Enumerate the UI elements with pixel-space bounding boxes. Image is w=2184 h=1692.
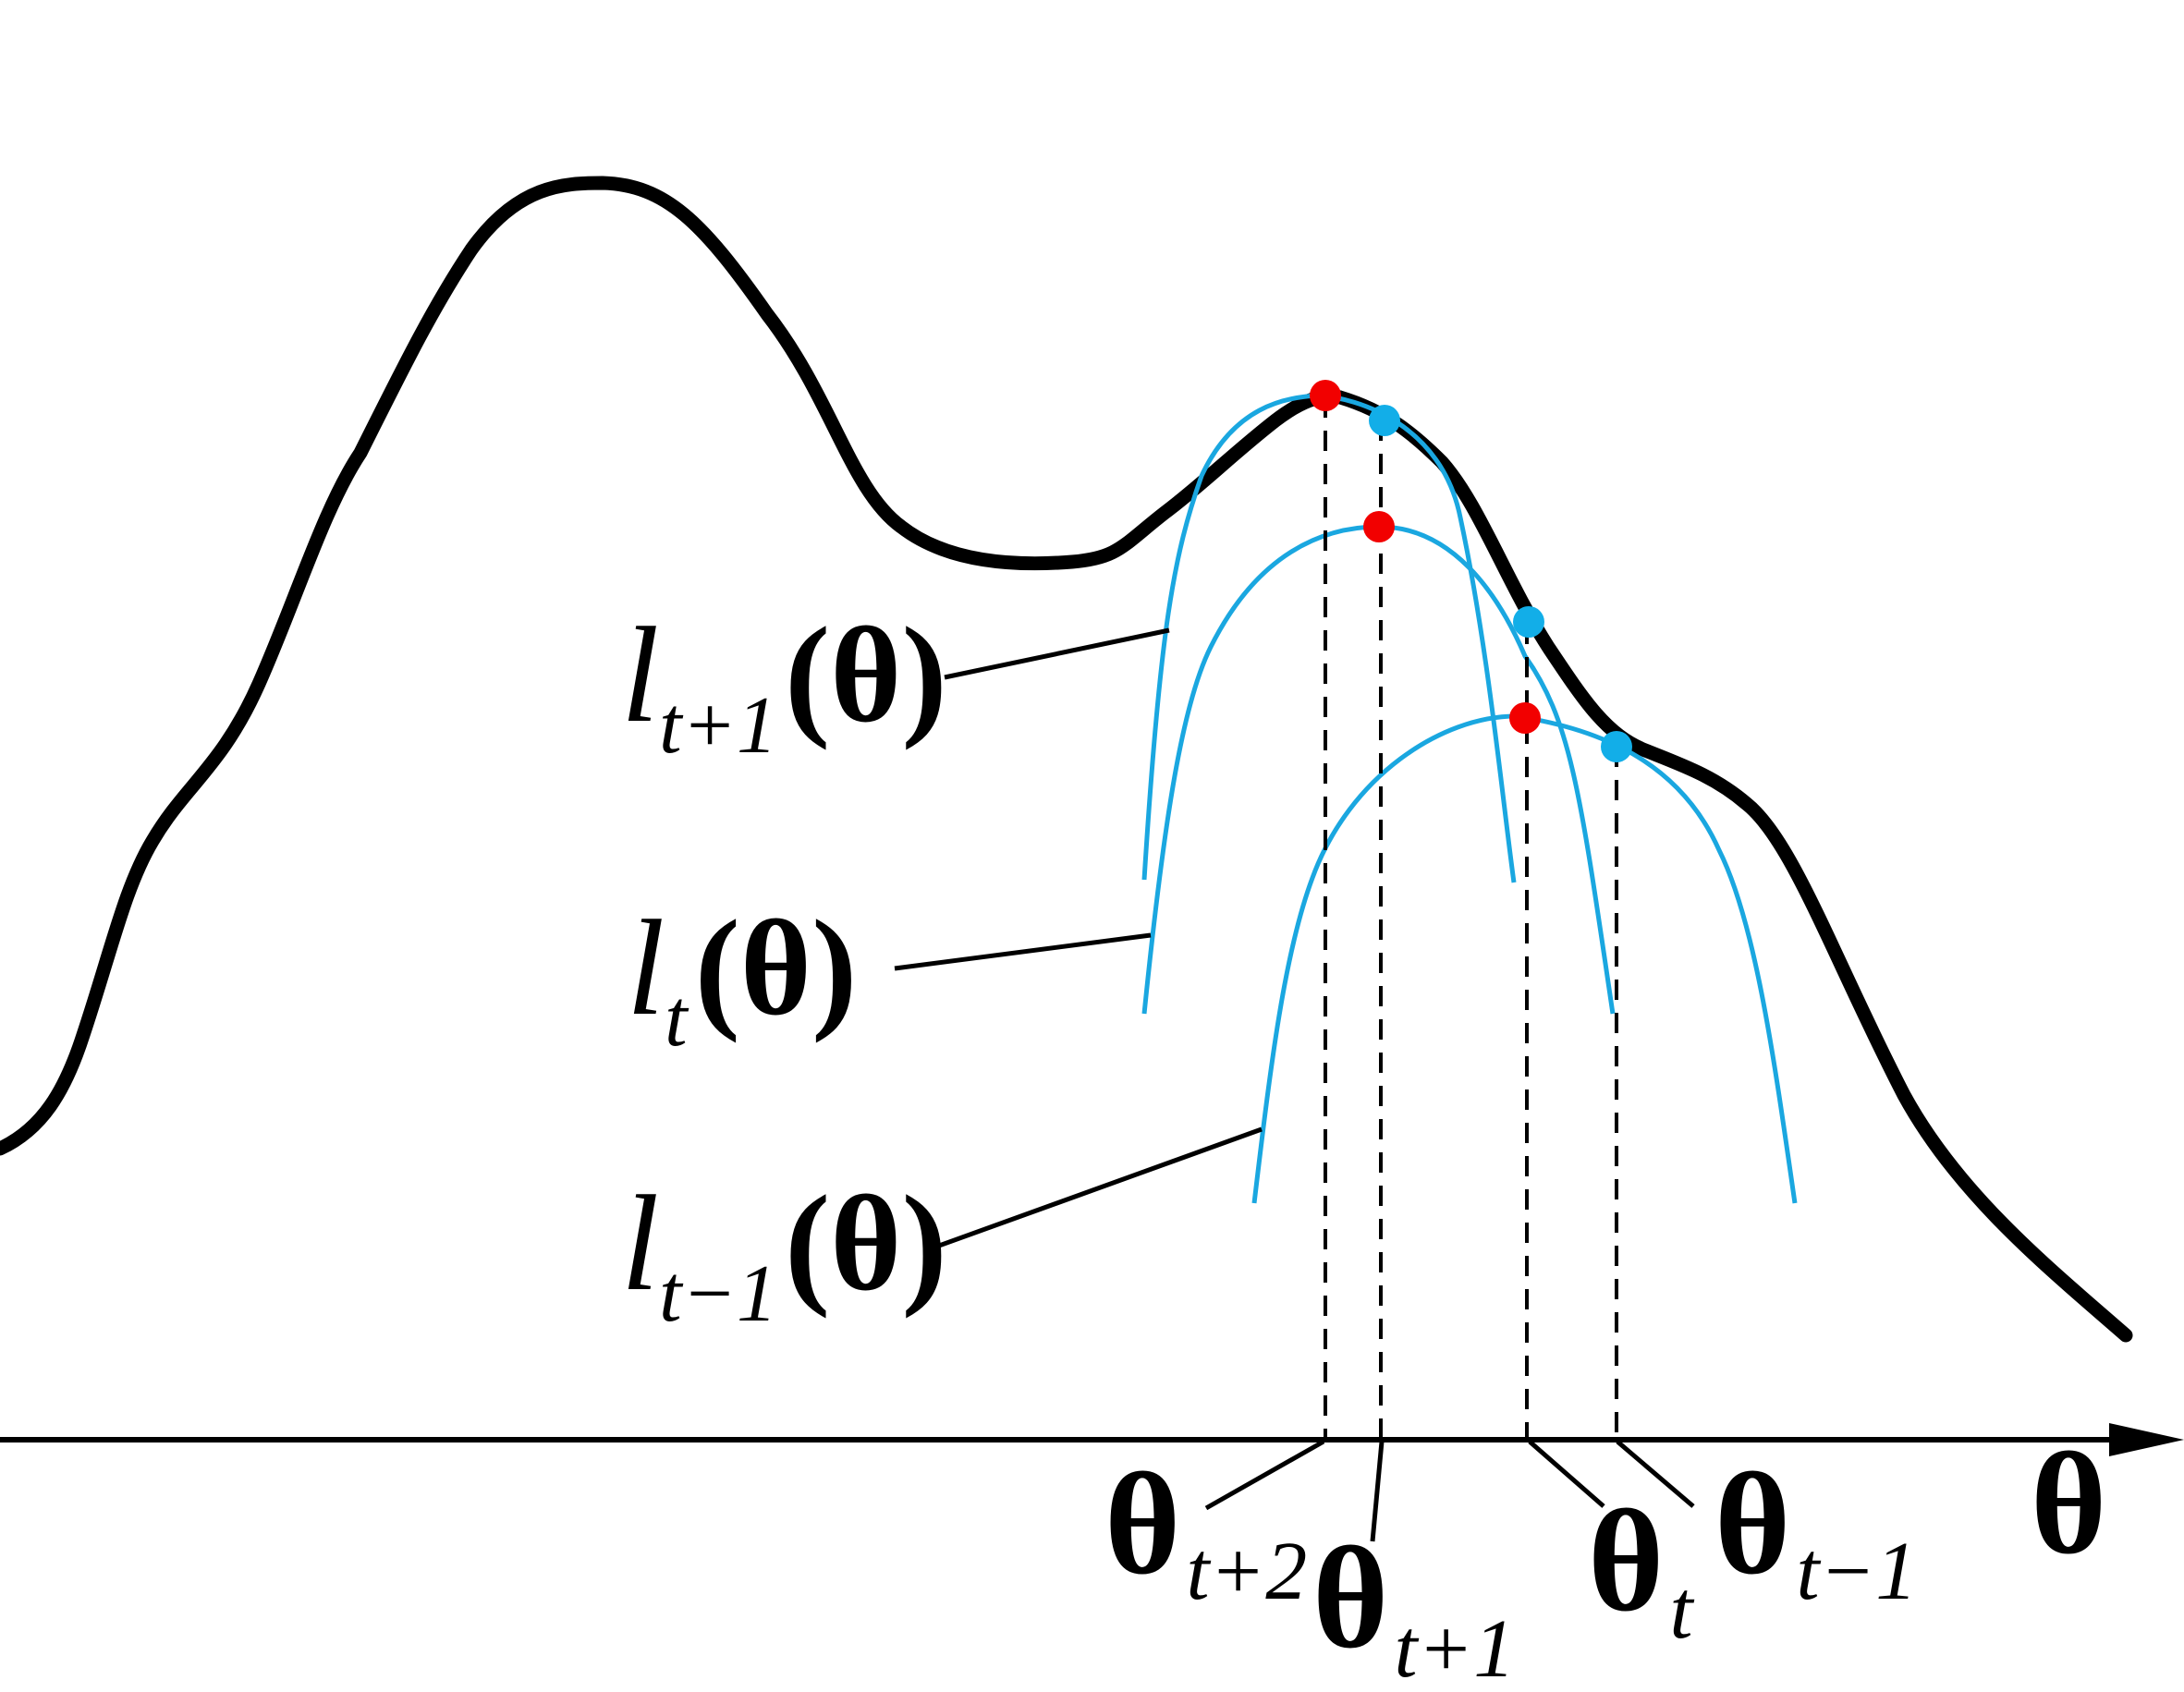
- axis-label: θ: [2031, 1423, 2106, 1585]
- dashed-guides: [1324, 397, 1618, 1440]
- maximum-point-surrogate-tm1: [1509, 702, 1541, 734]
- evaluation-point-t-plus-1: [1369, 405, 1400, 436]
- iterate-symbol-t: θ: [1588, 1480, 1664, 1642]
- surrogate-fn-tp1: l: [621, 600, 659, 751]
- iterate-label-t-minus-1: θt−1: [1714, 1443, 1917, 1617]
- surrogate-fn-t: l: [627, 893, 665, 1044]
- iterate-label-t-plus-2: θt+2: [1104, 1443, 1307, 1617]
- surrogate-arg-t: (θ): [695, 893, 858, 1044]
- points: [1310, 380, 1632, 762]
- iterate-symbol-tp2: θ: [1104, 1443, 1180, 1605]
- iterate-leaders: [1204, 1439, 1695, 1542]
- iterate-symbol-tm1: θ: [1714, 1443, 1790, 1605]
- iterate-sub-tp2: t+2: [1186, 1526, 1307, 1617]
- surrogate-sub-tm1: t−1: [659, 1249, 777, 1339]
- leader-theta-t-plus-1: [1370, 1441, 1385, 1542]
- surrogate-label-t-plus-1: lt+1(θ): [621, 600, 947, 771]
- leader-theta-t: [1528, 1440, 1605, 1508]
- surrogate-sub-tp1: t+1: [659, 681, 777, 771]
- evaluation-point-t-minus-1: [1601, 731, 1632, 762]
- surrogate-sub-t: t: [665, 974, 689, 1064]
- surrogate-curve-t: [1141, 524, 1616, 1015]
- surrogate-fn-tm1: l: [621, 1168, 659, 1320]
- iterate-sub-t: t: [1669, 1564, 1694, 1656]
- maximum-point-surrogate-tp1: [1310, 380, 1341, 411]
- iterate-label-t-plus-1: θt+1: [1312, 1517, 1515, 1692]
- iterate-sub-tm1: t−1: [1796, 1526, 1917, 1617]
- leader-surrogate-tp1: [944, 627, 1170, 680]
- iterate-symbol-tp1: θ: [1312, 1517, 1388, 1679]
- leader-surrogate-t: [894, 932, 1152, 971]
- surrogate-arg-tp1: (θ): [785, 600, 947, 751]
- iterate-sub-tp1: t+1: [1394, 1603, 1515, 1692]
- surrogate-arg-tm1: (θ): [785, 1168, 947, 1320]
- maximum-point-surrogate-t: [1363, 511, 1395, 542]
- surrogate-label-t: lt(θ): [627, 893, 857, 1064]
- surrogate-label-t-minus-1: lt−1(θ): [621, 1168, 947, 1339]
- surrogate-curve-t-minus-1: [1251, 713, 1798, 1204]
- evaluation-point-t: [1513, 606, 1544, 638]
- leader-theta-t-plus-2: [1204, 1439, 1325, 1511]
- leader-surrogate-tm1: [928, 1126, 1263, 1252]
- surrogate-leaders: [894, 627, 1263, 1252]
- axis-arrowhead: [2109, 1423, 2184, 1456]
- iterate-label-t: θt: [1588, 1480, 1694, 1656]
- objective-curve: [0, 176, 2133, 1343]
- leader-theta-t-minus-1: [1616, 1440, 1695, 1508]
- surrogate-curve-t-plus-1: [1141, 393, 1517, 883]
